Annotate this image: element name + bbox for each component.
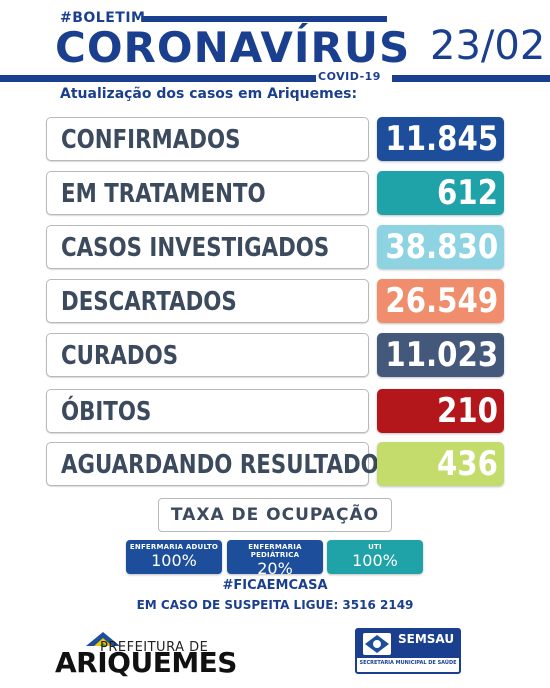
occupancy-value: 100% [352,551,398,570]
occupancy-enfermaria-pediatrica: ENFERMARIA PEDIÁTRICA 20% [227,540,323,578]
date-underline [392,75,550,82]
row-label-curados: CURADOS [46,333,369,377]
semsau-emblem-icon [363,633,391,655]
semsau-name: SEMSAU [398,632,455,646]
flag-icon [86,632,120,646]
row-value-text: 38.830 [385,227,498,267]
row-label-text: CURADOS [61,341,179,371]
update-subtitle: Atualização dos casos em Ariquemes: [60,86,358,102]
title-underline [0,75,316,82]
row-label-obitos: ÓBITOS [46,389,369,433]
row-value-casos-investigados: 38.830 [377,225,504,269]
phone-line: EM CASO DE SUSPEITA LIGUE: 3516 2149 [136,598,414,612]
city-logo-text: ARIQUEMES [55,646,237,679]
row-value-text: 11.845 [385,119,498,159]
occupancy-value: 20% [257,559,293,578]
prefeitura-label: PREFEITURA DE [100,640,209,655]
row-value-curados: 11.023 [377,333,504,377]
row-label-aguardando-resultado: AGUARDANDO RESULTADO [46,442,379,486]
row-label-confirmados: CONFIRMADOS [46,117,369,161]
occupancy-label: ENFERMARIA PEDIÁTRICA [248,543,302,559]
row-value-text: 436 [436,444,498,484]
row-label-casos-investigados: CASOS INVESTIGADOS [46,225,369,269]
row-label-text: DESCARTADOS [61,287,237,317]
row-value-text: 210 [436,391,498,431]
occupancy-uti: UTI 100% [327,540,423,574]
hashtag-ficaemcasa: #FICAEMCASA [222,578,328,593]
row-value-em-tratamento: 612 [377,171,504,215]
row-value-confirmados: 11.845 [377,117,504,161]
row-label-descartados: DESCARTADOS [46,279,369,323]
occupancy-enfermaria-adulto: ENFERMARIA ADULTO 100% [126,540,222,574]
row-label-text: EM TRATAMENTO [61,179,266,209]
top-rule [143,16,387,22]
row-label-text: ÓBITOS [61,397,152,427]
covid-label: COVID-19 [318,70,381,83]
row-value-aguardando-resultado: 436 [377,442,504,486]
semsau-subtitle: SECRETARIA MUNICIPAL DE SAÚDE [359,660,457,666]
row-label-text: AGUARDANDO RESULTADO [61,450,379,480]
page-title: CORONAVÍRUS [55,23,411,72]
row-value-text: 26.549 [385,281,498,321]
occupancy-label: ENFERMARIA ADULTO [129,543,219,551]
row-label-text: CONFIRMADOS [61,125,241,155]
row-label-em-tratamento: EM TRATAMENTO [46,171,369,215]
occupancy-value: 100% [151,551,197,570]
occupancy-label: UTI [368,543,382,551]
row-label-text: CASOS INVESTIGADOS [61,233,330,263]
row-value-descartados: 26.549 [377,279,504,323]
row-value-text: 11.023 [385,335,498,375]
occupancy-title: TAXA DE OCUPAÇÃO [158,498,392,532]
boletim-tag: #BOLETIM [60,10,146,26]
bulletin-date: 23/02 [430,23,546,69]
row-value-text: 612 [436,173,498,213]
row-value-obitos: 210 [377,389,504,433]
